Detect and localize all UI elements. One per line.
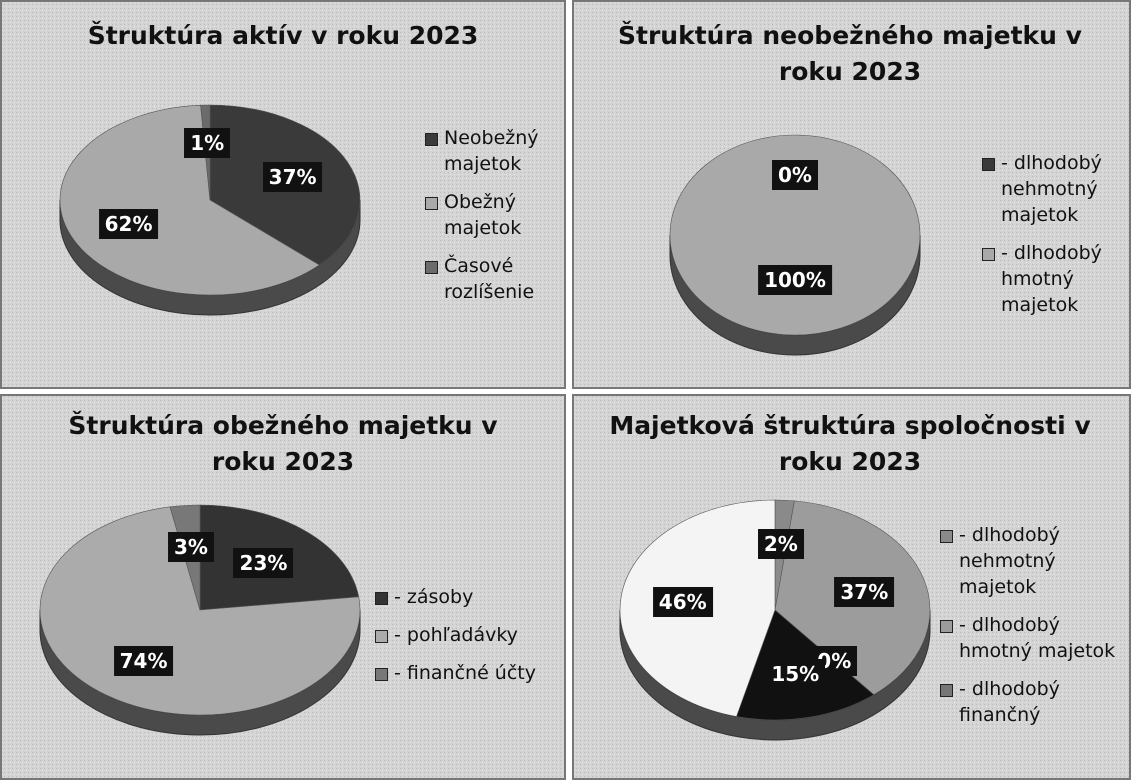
chart-title: Štruktúra aktív v roku 2023 [87, 21, 479, 50]
legend: - zásoby - pohľadávky - finančné účty [375, 584, 560, 698]
data-label: 3% [167, 532, 214, 563]
legend-swatch [982, 158, 995, 171]
legend-label: - pohľadávky [394, 624, 518, 646]
legend-item: - finančné účty [375, 660, 560, 686]
pie-slice [669, 134, 921, 336]
legend-swatch [940, 684, 953, 697]
legend-item: - pohľadávky [375, 622, 560, 648]
legend-label: Neobežný majetok [444, 127, 539, 175]
legend-swatch [982, 248, 995, 261]
legend-item: - dlhodobý nehmotný majetok [982, 150, 1122, 228]
pie-slice [59, 104, 320, 296]
data-label: 62% [98, 209, 159, 240]
legend-item: Obežný majetok [425, 189, 560, 241]
chart-title: Štruktúra obežného majetku v roku 2023 [68, 411, 498, 476]
legend: Neobežný majetok Obežný majetok Časové roz… [425, 125, 560, 317]
data-label: 1% [184, 128, 231, 159]
legend-swatch [375, 592, 388, 605]
legend-label: - zásoby [394, 586, 474, 608]
legend-item: - zásoby [375, 584, 560, 610]
legend-swatch [375, 668, 388, 681]
legend-item: Neobežný majetok [425, 125, 560, 177]
chart-title: Štruktúra neobežného majetku v roku 2023 [618, 21, 1082, 86]
legend-label: - dlhodobý hmotný majetok [959, 614, 1116, 662]
data-label: 15% [765, 659, 826, 690]
legend-label: - dlhodobý finančný [959, 678, 1060, 726]
data-label: 0% [772, 160, 818, 190]
legend-label: Obežný majetok [444, 191, 522, 239]
data-label: 46% [652, 586, 713, 617]
data-label: 2% [757, 529, 804, 560]
legend-item: - dlhodobý hmotný majetok [982, 240, 1122, 318]
legend: - dlhodobý nehmotný majetok - dlhodobý hm… [982, 150, 1122, 330]
legend-label: - dlhodobý nehmotný majetok [959, 524, 1060, 598]
legend-swatch [940, 530, 953, 543]
data-label: 23% [233, 547, 294, 578]
legend-swatch [425, 197, 438, 210]
legend-swatch [375, 630, 388, 643]
legend-item: - dlhodobý hmotný majetok [940, 612, 1120, 664]
legend-label: Časové rozlíšenie [444, 255, 535, 303]
legend-label: - finančné účty [394, 662, 536, 684]
data-label: 37% [834, 576, 895, 607]
legend-label: - dlhodobý hmotný majetok [1001, 242, 1102, 316]
legend-item: - dlhodobý nehmotný majetok [940, 522, 1120, 600]
legend-swatch [425, 133, 438, 146]
legend-item: Časové rozlíšenie [425, 253, 560, 305]
legend-swatch [940, 620, 953, 633]
data-label: 100% [758, 265, 832, 295]
data-label: 37% [262, 162, 323, 193]
legend-item: - dlhodobý finančný [940, 676, 1120, 728]
legend-label: - dlhodobý nehmotný majetok [1001, 152, 1102, 226]
chart-title: Majetková štruktúra spoločnosti v roku 2… [609, 411, 1091, 476]
data-label: 74% [113, 645, 174, 676]
legend-swatch [425, 261, 438, 274]
legend: - dlhodobý nehmotný majetok - dlhodobý hm… [940, 522, 1120, 740]
